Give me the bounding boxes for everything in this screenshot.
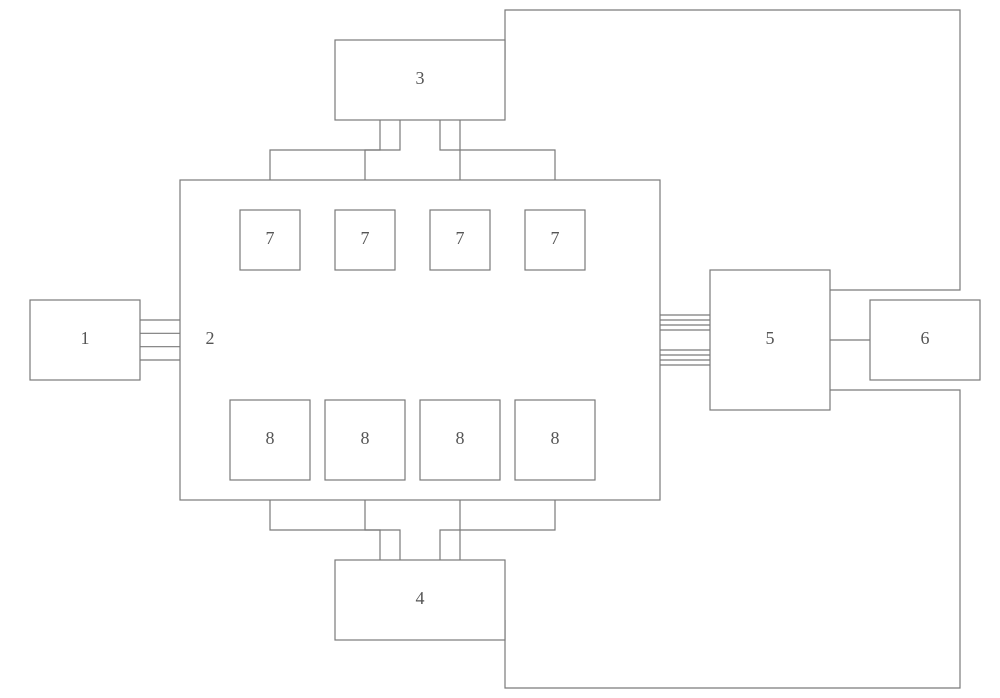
label-6: 6 bbox=[921, 328, 930, 348]
label-7: 7 bbox=[456, 228, 465, 248]
label-1: 1 bbox=[81, 328, 90, 348]
label-8: 8 bbox=[551, 428, 560, 448]
label-8: 8 bbox=[266, 428, 275, 448]
label-8: 8 bbox=[361, 428, 370, 448]
label-7: 7 bbox=[551, 228, 560, 248]
label-4: 4 bbox=[416, 588, 425, 608]
label-7: 7 bbox=[266, 228, 275, 248]
label-5: 5 bbox=[766, 328, 775, 348]
label-8: 8 bbox=[456, 428, 465, 448]
label-7: 7 bbox=[361, 228, 370, 248]
label-3: 3 bbox=[416, 68, 425, 88]
label-2: 2 bbox=[206, 328, 215, 348]
